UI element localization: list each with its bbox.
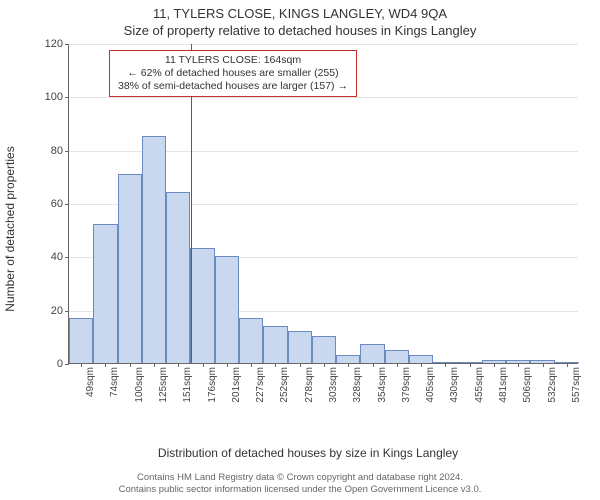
xtick-label: 176sqm: [207, 363, 218, 403]
ytick-label: 0: [57, 358, 69, 370]
xtick-mark: [518, 363, 519, 367]
histogram-bar: [288, 331, 312, 363]
xtick-label: 532sqm: [547, 363, 558, 403]
footer-line-2: Contains public sector information licen…: [0, 484, 600, 496]
xtick-label: 328sqm: [352, 363, 363, 403]
xtick-label: 303sqm: [328, 363, 339, 403]
xtick-label: 278sqm: [304, 363, 315, 403]
ytick-label: 20: [51, 305, 69, 317]
histogram-bar: [166, 192, 190, 363]
xtick-label: 379sqm: [401, 363, 412, 403]
xtick-label: 227sqm: [255, 363, 266, 403]
histogram-bar: [118, 174, 142, 363]
plot-region: 11 TYLERS CLOSE: 164sqm ← 62% of detache…: [68, 44, 578, 364]
xtick-mark: [421, 363, 422, 367]
xtick-label: 125sqm: [158, 363, 169, 403]
xtick-mark: [105, 363, 106, 367]
xtick-label: 74sqm: [109, 363, 120, 397]
histogram-bar: [93, 224, 117, 363]
xtick-label: 481sqm: [498, 363, 509, 403]
histogram-bar: [69, 318, 93, 363]
histogram-bar: [360, 344, 384, 363]
xtick-label: 405sqm: [425, 363, 436, 403]
footer-line-1: Contains HM Land Registry data © Crown c…: [0, 472, 600, 484]
footer-attribution: Contains HM Land Registry data © Crown c…: [0, 472, 600, 496]
xtick-label: 506sqm: [522, 363, 533, 403]
xtick-mark: [227, 363, 228, 367]
xtick-mark: [470, 363, 471, 367]
callout-line-2: ← 62% of detached houses are smaller (25…: [118, 67, 348, 80]
histogram-bar: [190, 248, 214, 363]
xtick-label: 430sqm: [449, 363, 460, 403]
xtick-mark: [445, 363, 446, 367]
xtick-mark: [300, 363, 301, 367]
histogram-bar: [336, 355, 360, 363]
ytick-label: 60: [51, 198, 69, 210]
ytick-label: 100: [45, 91, 69, 103]
xtick-label: 49sqm: [85, 363, 96, 397]
chart-area: Number of detached properties 11 TYLERS …: [38, 44, 578, 414]
histogram-bar: [312, 336, 336, 363]
histogram-bar: [409, 355, 433, 363]
xtick-label: 354sqm: [377, 363, 388, 403]
xtick-mark: [81, 363, 82, 367]
xtick-mark: [543, 363, 544, 367]
ytick-label: 40: [51, 251, 69, 263]
xtick-mark: [251, 363, 252, 367]
xtick-mark: [130, 363, 131, 367]
histogram-bar: [239, 318, 263, 363]
histogram-bar: [215, 256, 239, 363]
xtick-label: 557sqm: [571, 363, 582, 403]
xtick-mark: [567, 363, 568, 367]
xtick-mark: [203, 363, 204, 367]
xtick-mark: [348, 363, 349, 367]
x-axis-label: Distribution of detached houses by size …: [158, 446, 458, 460]
gridline: [69, 97, 578, 98]
ytick-label: 80: [51, 145, 69, 157]
callout-box: 11 TYLERS CLOSE: 164sqm ← 62% of detache…: [109, 50, 357, 97]
callout-line-3: 38% of semi-detached houses are larger (…: [118, 80, 348, 93]
xtick-label: 252sqm: [279, 363, 290, 403]
xtick-mark: [154, 363, 155, 367]
histogram-bar: [385, 350, 409, 363]
title-subtitle: Size of property relative to detached ho…: [0, 21, 600, 42]
xtick-label: 455sqm: [474, 363, 485, 403]
xtick-label: 151sqm: [182, 363, 193, 403]
xtick-mark: [494, 363, 495, 367]
histogram-bar: [142, 136, 166, 363]
xtick-mark: [178, 363, 179, 367]
y-axis-label: Number of detached properties: [3, 146, 17, 311]
gridline: [69, 44, 578, 45]
xtick-label: 100sqm: [134, 363, 145, 403]
ytick-label: 120: [45, 38, 69, 50]
xtick-label: 201sqm: [231, 363, 242, 403]
xtick-mark: [324, 363, 325, 367]
xtick-mark: [373, 363, 374, 367]
histogram-bar: [263, 326, 287, 363]
xtick-mark: [275, 363, 276, 367]
xtick-mark: [397, 363, 398, 367]
callout-line-1: 11 TYLERS CLOSE: 164sqm: [118, 54, 348, 67]
title-address: 11, TYLERS CLOSE, KINGS LANGLEY, WD4 9QA: [0, 0, 600, 21]
